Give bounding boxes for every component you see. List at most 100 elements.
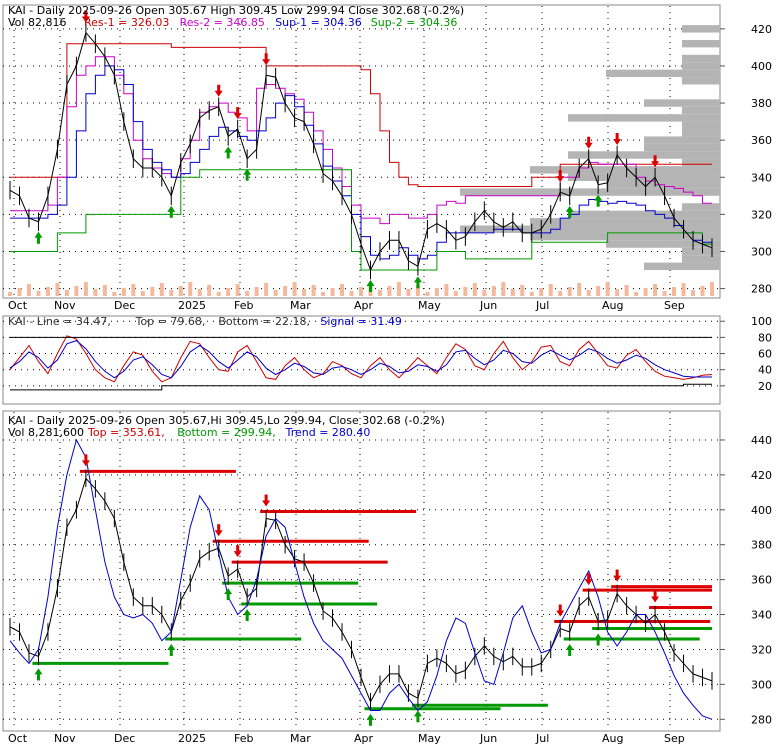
y-tick-label: 20 bbox=[758, 380, 772, 393]
buy-signal-arrow bbox=[167, 205, 176, 212]
volume-bar bbox=[615, 289, 620, 296]
sell-signal-stem bbox=[236, 107, 240, 115]
sell-signal-stem bbox=[653, 590, 657, 598]
volume-bar bbox=[121, 288, 126, 296]
y-tick-label: 40 bbox=[758, 364, 772, 377]
sell-signal-stem bbox=[615, 569, 619, 577]
volume-bar bbox=[529, 292, 534, 296]
volume-bar bbox=[567, 287, 572, 296]
buy-signal-arrow bbox=[224, 588, 233, 595]
volume-bar bbox=[596, 286, 601, 296]
buy-signal-arrow bbox=[565, 643, 574, 650]
legend-entry: Top = 79.68, bbox=[135, 315, 206, 328]
buy-signal-stem bbox=[36, 236, 40, 244]
volume-profile-bar bbox=[682, 247, 720, 256]
volume-profile-bar bbox=[682, 106, 720, 115]
buy-signal-arrow bbox=[565, 205, 574, 212]
volume-bar bbox=[643, 288, 648, 296]
volume-bar bbox=[577, 283, 582, 296]
y-tick-label: 360 bbox=[751, 574, 772, 587]
buy-signal-arrow bbox=[167, 643, 176, 650]
volume-bar bbox=[586, 290, 591, 296]
volume-profile-bar bbox=[682, 62, 720, 70]
price-volume-label: Vol 82,816 bbox=[8, 16, 66, 29]
x-tick-label: Jul bbox=[535, 732, 549, 745]
buy-signal-stem bbox=[169, 648, 173, 656]
volume-bar bbox=[406, 289, 411, 296]
y-tick-label: 280 bbox=[751, 283, 772, 296]
sell-signal-arrow bbox=[613, 575, 622, 582]
volume-bar bbox=[510, 289, 515, 296]
sell-signal-arrow bbox=[584, 142, 593, 149]
volume-profile-bar bbox=[682, 25, 720, 33]
y-tick-label: 280 bbox=[751, 713, 772, 726]
volume-bar bbox=[710, 282, 714, 296]
volume-bar bbox=[539, 288, 544, 296]
volume-profile-bar bbox=[606, 69, 720, 78]
x-tick-label: Dec bbox=[114, 299, 135, 312]
x-tick-label: Jun bbox=[479, 732, 497, 745]
x-tick-label: Apr bbox=[354, 299, 374, 312]
level-line bbox=[10, 169, 712, 271]
sell-signal-arrow bbox=[556, 610, 565, 617]
volume-bar bbox=[681, 283, 686, 296]
volume-profile-bar bbox=[644, 99, 720, 107]
buy-signal-arrow bbox=[594, 194, 603, 201]
sell-signal-stem bbox=[653, 155, 657, 163]
buy-signal-stem bbox=[568, 648, 572, 656]
volume-profile-bar bbox=[682, 121, 720, 130]
buy-signal-arrow bbox=[224, 146, 233, 153]
trend-close-line bbox=[9, 477, 713, 703]
oscillator-line bbox=[10, 383, 712, 391]
y-tick-label: 300 bbox=[751, 678, 772, 691]
x-tick-label: Oct bbox=[8, 732, 28, 745]
sell-signal-stem bbox=[264, 494, 268, 502]
volume-bar bbox=[159, 283, 164, 296]
y-tick-label: 80 bbox=[758, 331, 772, 344]
sell-signal-stem bbox=[217, 524, 221, 532]
sell-signal-stem bbox=[558, 604, 562, 612]
legend-entry: KAI - Line = 34.47, bbox=[8, 315, 111, 328]
volume-bar bbox=[45, 287, 50, 296]
legend-entry: Bottom = 299.94, bbox=[177, 426, 276, 439]
volume-bar bbox=[653, 284, 658, 296]
buy-signal-arrow bbox=[413, 710, 422, 717]
buy-signal-stem bbox=[226, 593, 230, 601]
x-tick-label: Nov bbox=[54, 732, 76, 745]
sell-signal-arrow bbox=[262, 500, 271, 507]
sell-signal-stem bbox=[558, 170, 562, 178]
volume-bar bbox=[548, 284, 553, 296]
buy-signal-stem bbox=[245, 173, 249, 181]
oscillator-line bbox=[9, 340, 712, 379]
y-tick-label: 400 bbox=[751, 60, 772, 73]
sell-signal-arrow bbox=[233, 551, 242, 558]
volume-bar bbox=[425, 292, 430, 296]
volume-bar bbox=[102, 285, 107, 296]
y-tick-label: 380 bbox=[751, 539, 772, 552]
x-tick-label: Apr bbox=[354, 732, 374, 745]
legend-entry: Trend = 280.40 bbox=[285, 426, 371, 439]
x-tick-label: Jun bbox=[479, 299, 497, 312]
sell-signal-arrow bbox=[81, 460, 90, 467]
volume-bar bbox=[83, 282, 88, 296]
sell-signal-arrow bbox=[584, 579, 593, 586]
x-tick-label: Oct bbox=[8, 299, 28, 312]
sell-signal-arrow bbox=[81, 16, 90, 23]
legend-entry: Sup-2 = 304.36 bbox=[371, 16, 458, 29]
buy-signal-stem bbox=[169, 210, 173, 218]
volume-profile-bar bbox=[682, 158, 720, 167]
buy-signal-arrow bbox=[594, 633, 603, 640]
volume-bar bbox=[672, 287, 677, 296]
x-tick-label: Sep bbox=[664, 299, 685, 312]
volume-bar bbox=[273, 290, 278, 296]
y-tick-label: 300 bbox=[751, 245, 772, 258]
sell-signal-stem bbox=[587, 136, 591, 144]
buy-signal-stem bbox=[596, 199, 600, 207]
volume-bar bbox=[235, 284, 240, 296]
legend-entry: Res-1 = 326.03 bbox=[84, 16, 169, 29]
y-tick-label: 60 bbox=[758, 348, 772, 361]
volume-bar bbox=[634, 292, 639, 296]
x-tick-label: Mar bbox=[290, 732, 311, 745]
